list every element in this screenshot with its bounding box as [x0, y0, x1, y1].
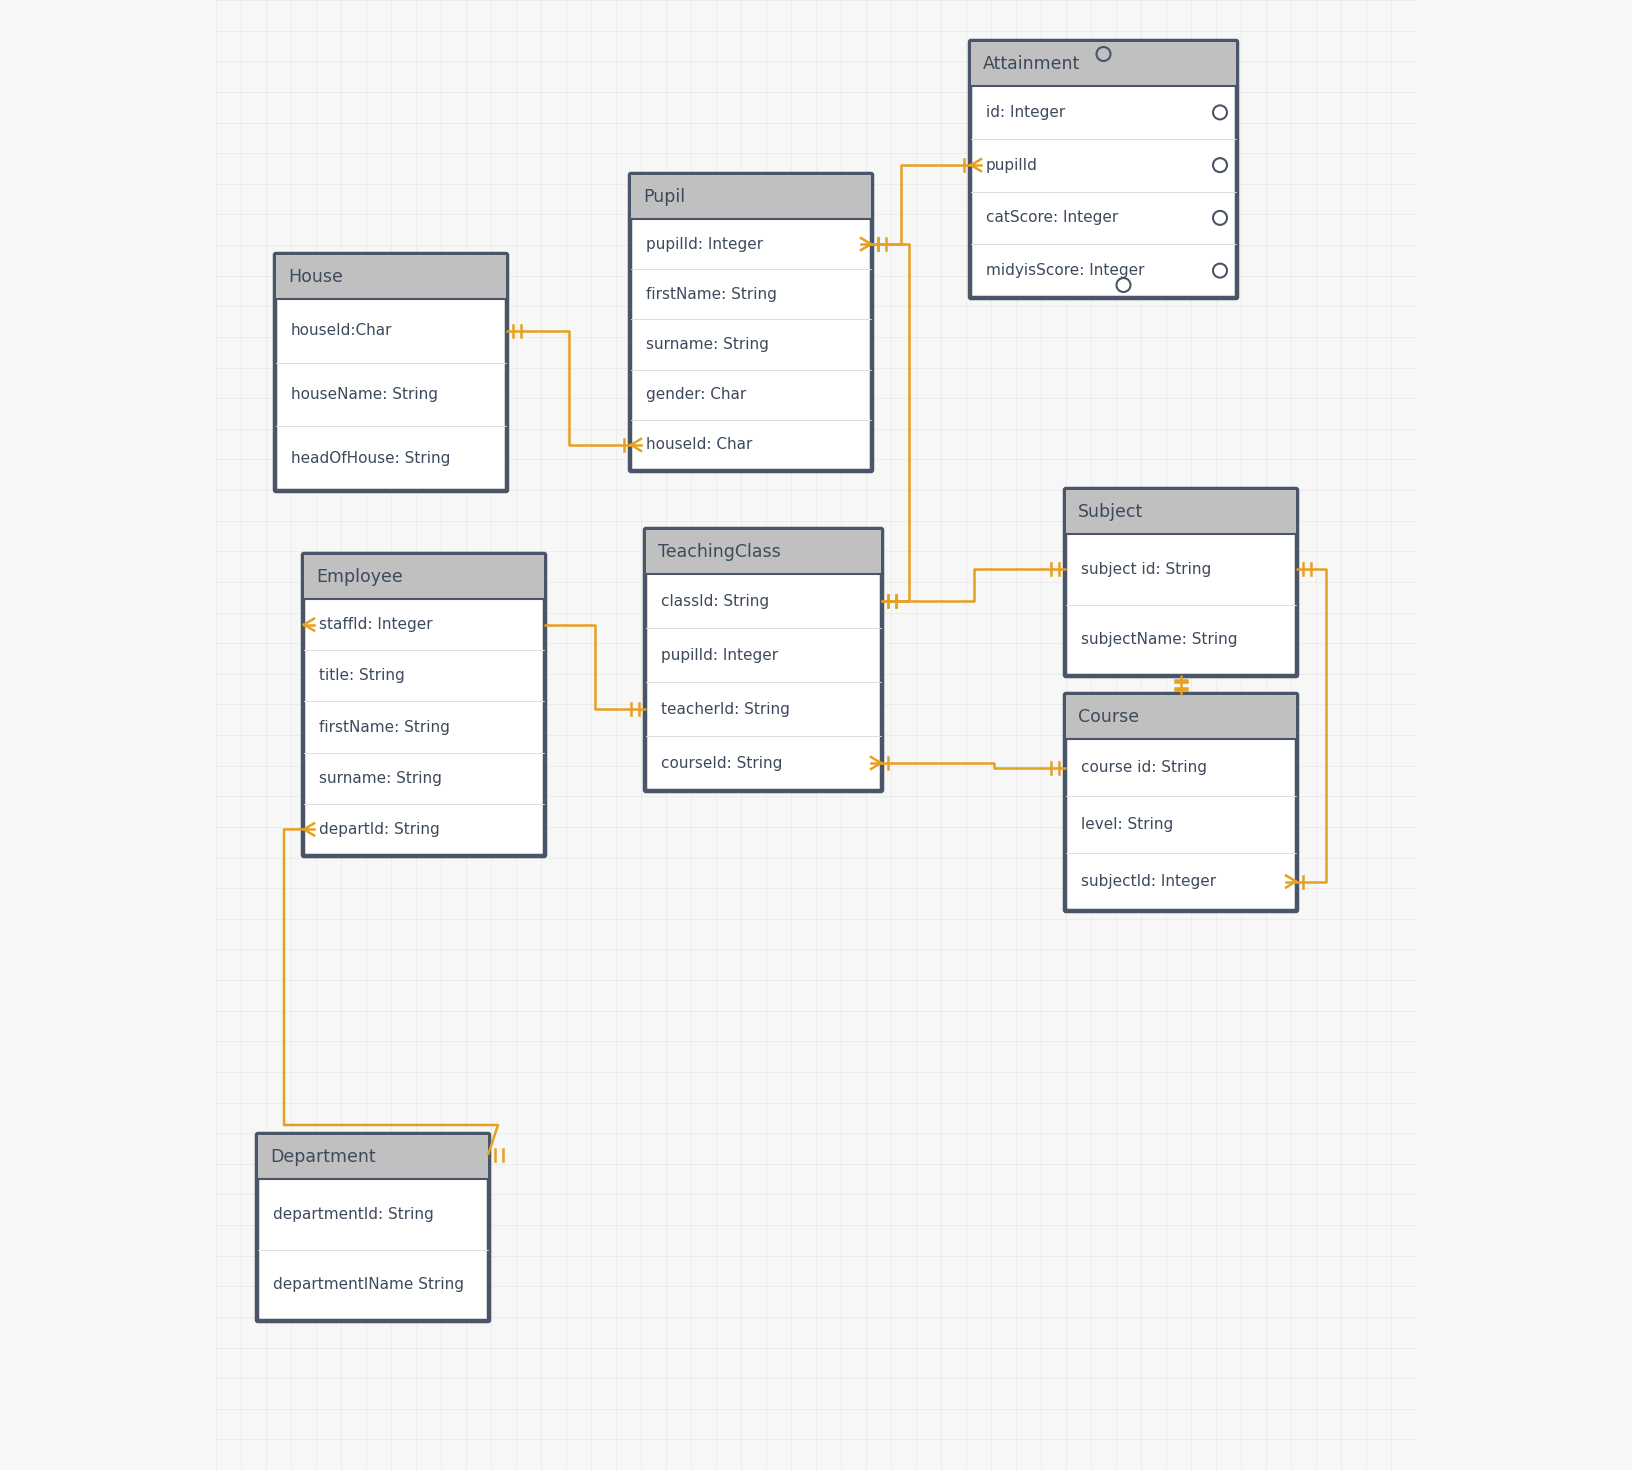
FancyBboxPatch shape: [632, 175, 871, 470]
Text: firstName: String: firstName: String: [646, 287, 777, 301]
Text: departId: String: departId: String: [318, 822, 439, 836]
Text: Subject: Subject: [1079, 503, 1144, 520]
Text: Pupil: Pupil: [643, 188, 685, 206]
Bar: [258, 1135, 488, 1179]
Text: pupilId: Integer: pupilId: Integer: [646, 237, 764, 251]
Text: courseId: String: courseId: String: [661, 756, 782, 770]
Text: pupilId: pupilId: [986, 157, 1038, 172]
Text: firstName: String: firstName: String: [318, 719, 450, 735]
Bar: [632, 175, 871, 219]
FancyBboxPatch shape: [258, 1135, 488, 1320]
Text: course id: String: course id: String: [1080, 760, 1208, 775]
Text: Employee: Employee: [317, 567, 403, 587]
Text: Course: Course: [1079, 709, 1139, 726]
Text: departmentId: String: departmentId: String: [273, 1207, 434, 1222]
Text: pupilId: Integer: pupilId: Integer: [661, 647, 778, 663]
FancyBboxPatch shape: [276, 254, 506, 490]
Text: Department: Department: [269, 1148, 375, 1166]
Bar: [304, 556, 543, 598]
Text: level: String: level: String: [1080, 817, 1173, 832]
FancyBboxPatch shape: [646, 531, 881, 789]
Text: houseName: String: houseName: String: [290, 387, 437, 401]
Text: subjectName: String: subjectName: String: [1080, 632, 1237, 647]
Text: Attainment: Attainment: [982, 54, 1080, 74]
Text: subjectId: Integer: subjectId: Integer: [1080, 875, 1216, 889]
Text: surname: String: surname: String: [646, 337, 769, 351]
FancyBboxPatch shape: [971, 43, 1235, 297]
Text: catScore: Integer: catScore: Integer: [986, 210, 1118, 225]
Text: surname: String: surname: String: [318, 770, 442, 785]
Bar: [646, 531, 881, 573]
Text: midyisScore: Integer: midyisScore: Integer: [986, 263, 1144, 278]
Bar: [276, 254, 506, 298]
FancyBboxPatch shape: [1066, 695, 1296, 910]
Text: houseId:Char: houseId:Char: [290, 323, 393, 338]
Text: title: String: title: String: [318, 669, 405, 684]
Text: staffId: Integer: staffId: Integer: [318, 617, 432, 632]
Bar: [1066, 490, 1296, 534]
Bar: [1066, 695, 1296, 739]
FancyBboxPatch shape: [1066, 490, 1296, 675]
Text: id: Integer: id: Integer: [986, 104, 1066, 121]
Text: headOfHouse: String: headOfHouse: String: [290, 451, 450, 466]
Text: gender: Char: gender: Char: [646, 387, 746, 403]
Bar: [971, 43, 1235, 87]
Text: House: House: [287, 268, 343, 287]
Text: houseId: Char: houseId: Char: [646, 438, 752, 453]
Text: classId: String: classId: String: [661, 594, 769, 609]
Text: departmentIName String: departmentIName String: [273, 1277, 463, 1292]
Text: subject id: String: subject id: String: [1080, 562, 1211, 576]
Text: teacherId: String: teacherId: String: [661, 701, 790, 716]
Text: TeachingClass: TeachingClass: [658, 542, 780, 562]
FancyBboxPatch shape: [304, 556, 543, 856]
